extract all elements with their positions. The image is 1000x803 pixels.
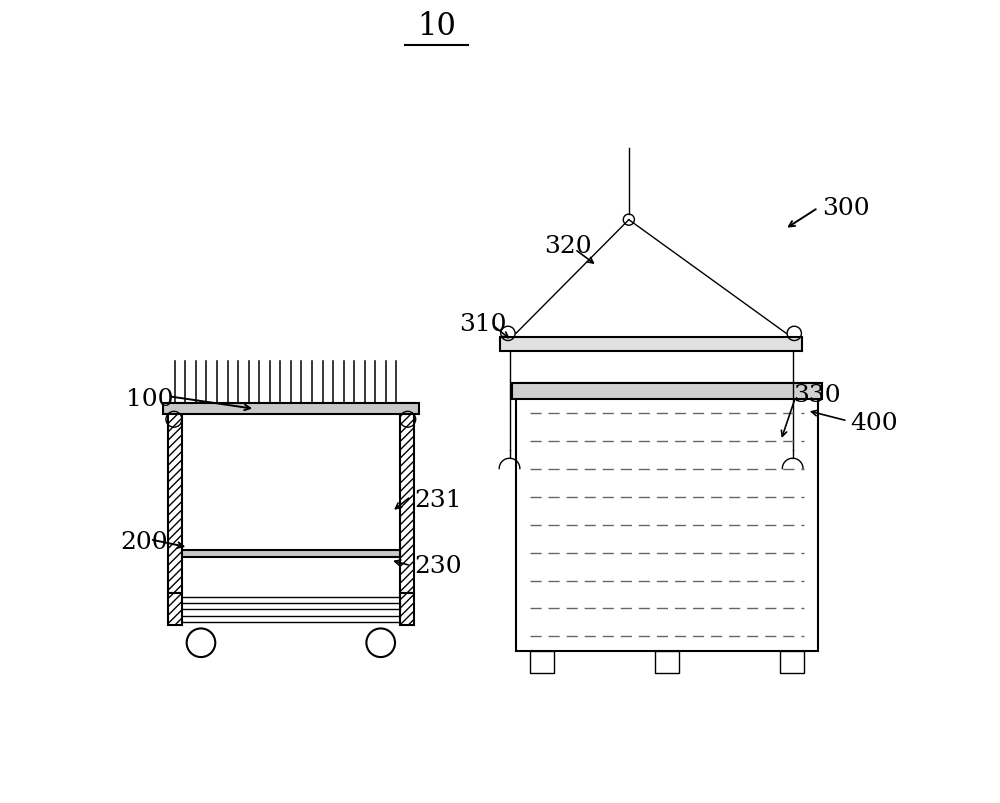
- Text: 200: 200: [120, 531, 167, 553]
- Text: 300: 300: [822, 197, 870, 220]
- Text: 231: 231: [414, 488, 462, 512]
- Text: 10: 10: [417, 10, 456, 42]
- Text: 230: 230: [414, 554, 462, 577]
- Bar: [780, 651, 804, 673]
- Bar: [400, 593, 414, 626]
- Bar: [182, 550, 400, 557]
- Text: 100: 100: [126, 388, 174, 410]
- Text: 310: 310: [459, 312, 506, 335]
- Bar: [500, 338, 802, 352]
- Bar: [655, 651, 679, 673]
- Bar: [400, 403, 414, 593]
- Text: 320: 320: [544, 234, 591, 257]
- Bar: [168, 593, 182, 626]
- Bar: [163, 403, 419, 414]
- Text: 400: 400: [850, 411, 898, 434]
- Bar: [512, 383, 822, 399]
- Bar: [516, 383, 818, 651]
- Bar: [168, 403, 182, 593]
- Text: 330: 330: [793, 384, 840, 406]
- Bar: [530, 651, 554, 673]
